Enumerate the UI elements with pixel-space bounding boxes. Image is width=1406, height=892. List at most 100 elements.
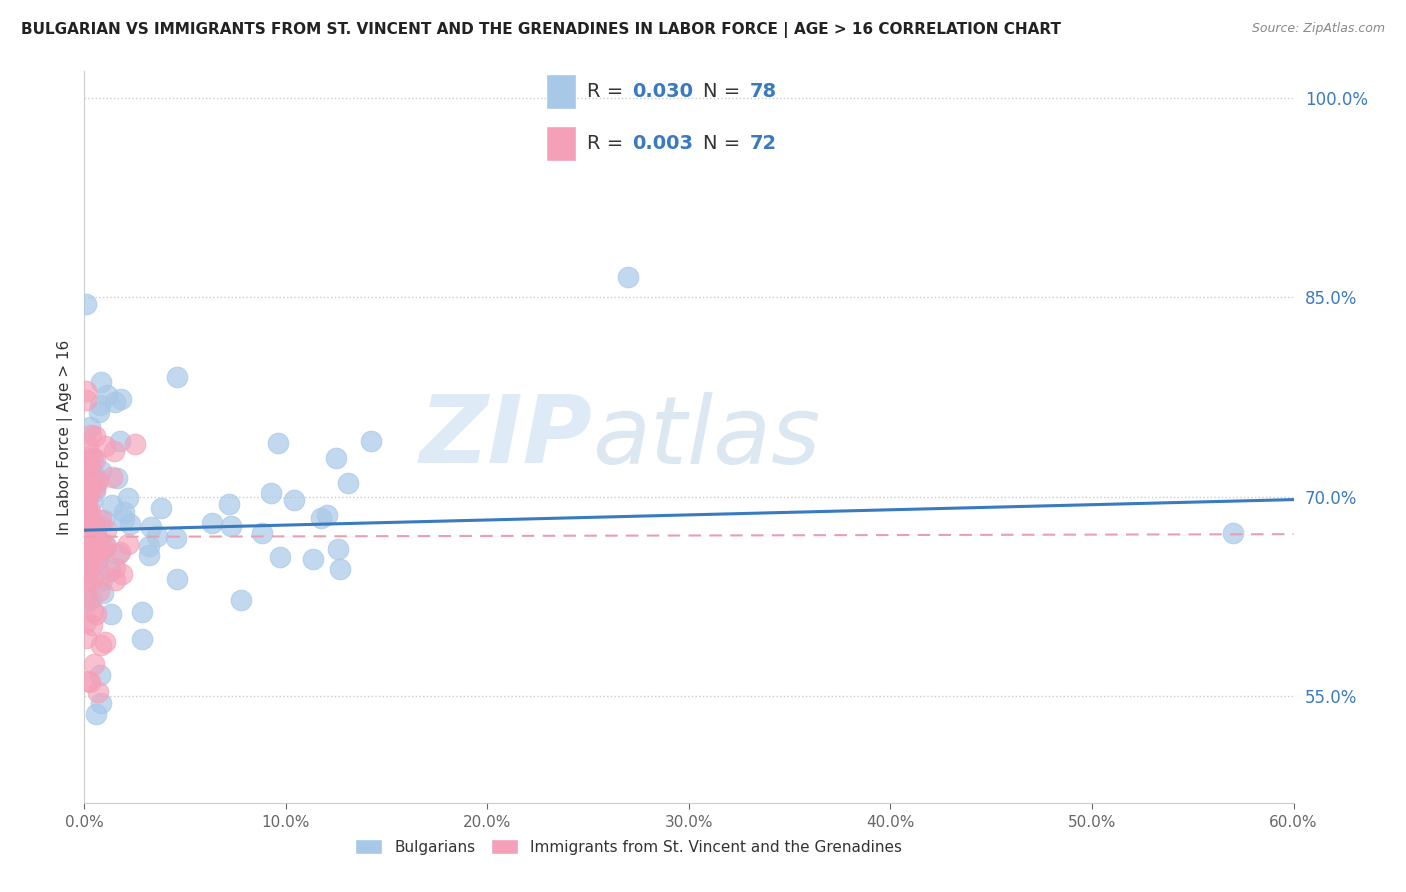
Point [108,544,131,558]
Point [165,531,187,545]
Text: N =: N = [703,134,747,153]
Point [87,475,110,489]
Point [84,483,107,498]
Point [80,617,103,632]
Point [89,668,111,682]
Point [90,544,112,558]
Bar [546,126,575,161]
Point [201,516,224,531]
Point [83,451,105,466]
Legend: Bulgarians, Immigrants from St. Vincent and the Grenadines: Bulgarians, Immigrants from St. Vincent … [349,833,908,861]
Point [79,551,101,566]
Point [108,434,131,448]
Point [79,467,101,481]
Point [84,482,107,496]
Point [250,526,273,541]
Text: R =: R = [588,134,630,153]
Point [105,471,128,485]
Point [166,572,188,586]
Point [301,551,323,566]
Point [93,513,115,527]
Point [75,557,97,571]
Point [267,435,290,450]
Point [77,563,100,577]
Point [82,450,104,465]
Text: atlas: atlas [592,392,821,483]
Point [112,512,135,526]
Point [139,520,162,534]
Point [84,607,107,622]
Point [91,573,114,587]
Point [311,511,333,525]
Point [77,449,100,463]
Point [75,573,97,587]
Point [87,517,110,532]
Point [79,524,101,538]
Point [76,631,98,645]
Point [104,561,127,575]
Point [117,491,139,506]
Point [75,547,97,561]
Point [76,482,98,496]
Point [94,439,117,453]
Point [79,504,101,518]
Point [326,542,349,557]
Point [166,370,188,384]
Point [79,460,101,475]
Point [86,528,108,542]
Point [75,525,97,540]
Point [75,472,97,486]
Y-axis label: In Labor Force | Age > 16: In Labor Force | Age > 16 [58,340,73,534]
Text: N =: N = [703,82,747,101]
Point [75,493,97,508]
Point [80,452,103,467]
Point [80,478,103,492]
Point [104,395,127,409]
Text: ZIP: ZIP [419,391,592,483]
Point [101,498,124,512]
Point [76,465,98,479]
Text: Source: ZipAtlas.com: Source: ZipAtlas.com [1251,22,1385,36]
Point [86,540,108,554]
Point [77,478,100,492]
Point [80,427,103,442]
Point [83,657,105,671]
Point [86,531,108,545]
Point [617,270,640,285]
Point [76,555,98,569]
Point [75,500,97,514]
Point [96,387,118,401]
Point [84,476,107,491]
Point [82,604,104,618]
Point [75,497,97,511]
Point [103,443,125,458]
Point [86,542,108,557]
Point [84,706,107,721]
Bar [546,74,575,109]
Point [87,685,110,699]
Point [75,585,97,599]
Point [111,567,134,582]
Point [82,466,104,480]
Point [80,550,103,565]
Point [80,494,103,508]
Point [86,554,108,568]
Point [94,523,117,537]
Point [82,571,104,585]
Point [75,392,97,407]
Point [89,549,111,564]
Point [117,537,139,551]
Point [325,451,347,466]
Point [336,475,359,490]
Point [75,590,97,604]
Text: 78: 78 [749,82,778,101]
Point [79,420,101,434]
Point [112,505,135,519]
Point [84,535,107,549]
Text: 0.003: 0.003 [631,134,693,153]
Point [75,615,97,629]
Point [138,539,160,553]
Point [100,470,122,484]
Point [90,464,112,478]
Point [82,516,104,530]
